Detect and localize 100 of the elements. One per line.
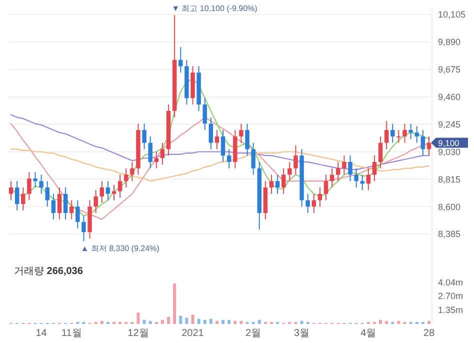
candlestick [214,130,220,150]
candlestick [275,174,280,194]
candlestick [414,126,419,144]
bar [185,318,188,324]
bar [222,320,225,324]
candlestick [100,180,104,204]
x-tick-label: 4월 [360,328,376,339]
x-tick-label: 14 [36,328,48,339]
candlestick [39,174,44,194]
candlestick [142,123,146,150]
y-tick-label: 9,675 [438,64,461,75]
candlestick [208,116,214,150]
candlestick [27,172,32,201]
y-tick-label: 9,245 [438,119,461,130]
candlestick [239,123,244,144]
candlestick [294,144,298,176]
candlestick [390,123,395,144]
candlestick [63,186,68,220]
y-tick-label: 8,815 [438,174,461,184]
candlestick [8,180,14,201]
y-tick-label: 9,460 [438,92,461,102]
candlestick [94,190,98,214]
bar [427,320,430,324]
bar [148,320,152,324]
candlestick [202,98,207,131]
candlestick [306,193,310,214]
candlestick [14,180,20,211]
candlestick [354,168,358,188]
y-tick-label: 10,105 [438,10,466,20]
y2-tick-label: 2.70m [438,291,464,302]
price-tag: 9,100 [431,138,468,148]
x-tick-label: 2021 [182,328,204,339]
candlestick [130,161,134,182]
bar [215,320,218,324]
candlestick [408,123,413,140]
bar [397,320,400,324]
candlestick [148,136,152,169]
candlestick [324,174,328,201]
candlestick [342,155,346,176]
y2-tick-label: 4.04m [438,277,464,288]
bar [258,320,261,324]
candlestick [45,180,50,208]
bar [167,316,170,324]
candlestick [402,123,407,144]
candlestick [220,130,226,162]
candlestick [269,174,274,194]
candlestick [160,142,165,165]
bar [191,314,194,324]
candlestick [281,168,286,194]
candlestick [348,155,352,182]
annotation: ▼ 최고 10,100 (-9.90%) [172,4,258,14]
candlestick [82,215,86,242]
line-series [10,148,430,182]
x-tick-label: 11월 [61,328,82,339]
candlestick [420,130,426,156]
bar [379,320,382,324]
bar [209,318,212,324]
candlestick [384,120,389,150]
y-tick-label: 9,030 [438,146,461,157]
y-tick-label: 8,600 [438,202,461,212]
candlestick [154,151,159,169]
bar [100,320,104,324]
bar [228,320,231,324]
x-tick-label: 2월 [246,328,262,339]
annotation: ▲ 최저 8,330 (9.24%) [80,244,160,254]
candlestick [106,180,110,201]
candlestick [69,200,74,220]
bar [234,320,237,324]
candlestick [251,142,256,176]
candlestick [330,168,334,188]
x-tick-label: 12월 [128,328,149,339]
candlestick [245,123,250,156]
bar [203,320,206,324]
candlestick [51,193,56,220]
candlestick [118,174,122,198]
bar [197,318,200,324]
candlestick [124,168,128,188]
candlestick [396,130,401,144]
candlestick [366,168,371,191]
x-tick-label: 3월 [294,328,310,339]
bar [240,320,243,324]
y-tick-label: 8,385 [438,229,461,240]
candlestick [226,148,232,169]
candlestick [372,155,377,182]
bar [385,320,388,324]
annotation: 거래량 266,036 [14,266,84,277]
bar [173,284,176,324]
y-tick-label: 9,890 [438,37,461,48]
candlestick [76,200,80,229]
candlestick [288,161,292,182]
candlestick [312,193,316,214]
candlestick [112,184,116,201]
y2-tick-label: 1.35m [438,305,464,316]
candlestick [33,172,38,188]
bar [300,320,304,324]
candlestick [57,186,62,220]
bar [179,316,182,324]
candlestick [360,174,364,191]
bar [142,320,146,324]
bar [160,320,164,324]
